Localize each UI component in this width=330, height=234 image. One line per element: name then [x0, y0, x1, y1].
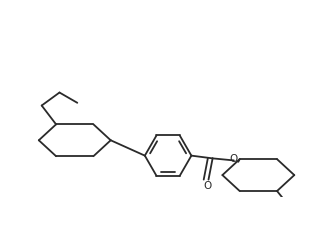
Text: O: O — [203, 181, 212, 191]
Text: O: O — [230, 154, 238, 164]
